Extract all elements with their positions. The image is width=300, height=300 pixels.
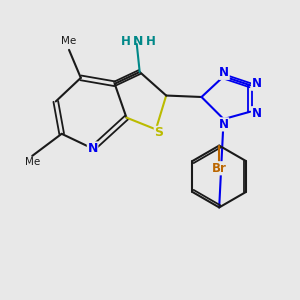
Text: Br: Br	[212, 162, 226, 175]
Text: N: N	[219, 66, 229, 80]
Text: Me: Me	[61, 36, 77, 46]
Text: N: N	[252, 107, 262, 120]
Text: N: N	[87, 142, 98, 155]
Text: H: H	[121, 35, 130, 48]
Text: N: N	[219, 118, 229, 131]
Text: S: S	[154, 126, 163, 140]
Text: N: N	[252, 77, 262, 90]
Text: Me: Me	[25, 158, 40, 167]
Text: H: H	[146, 35, 156, 48]
Text: N: N	[133, 35, 143, 48]
